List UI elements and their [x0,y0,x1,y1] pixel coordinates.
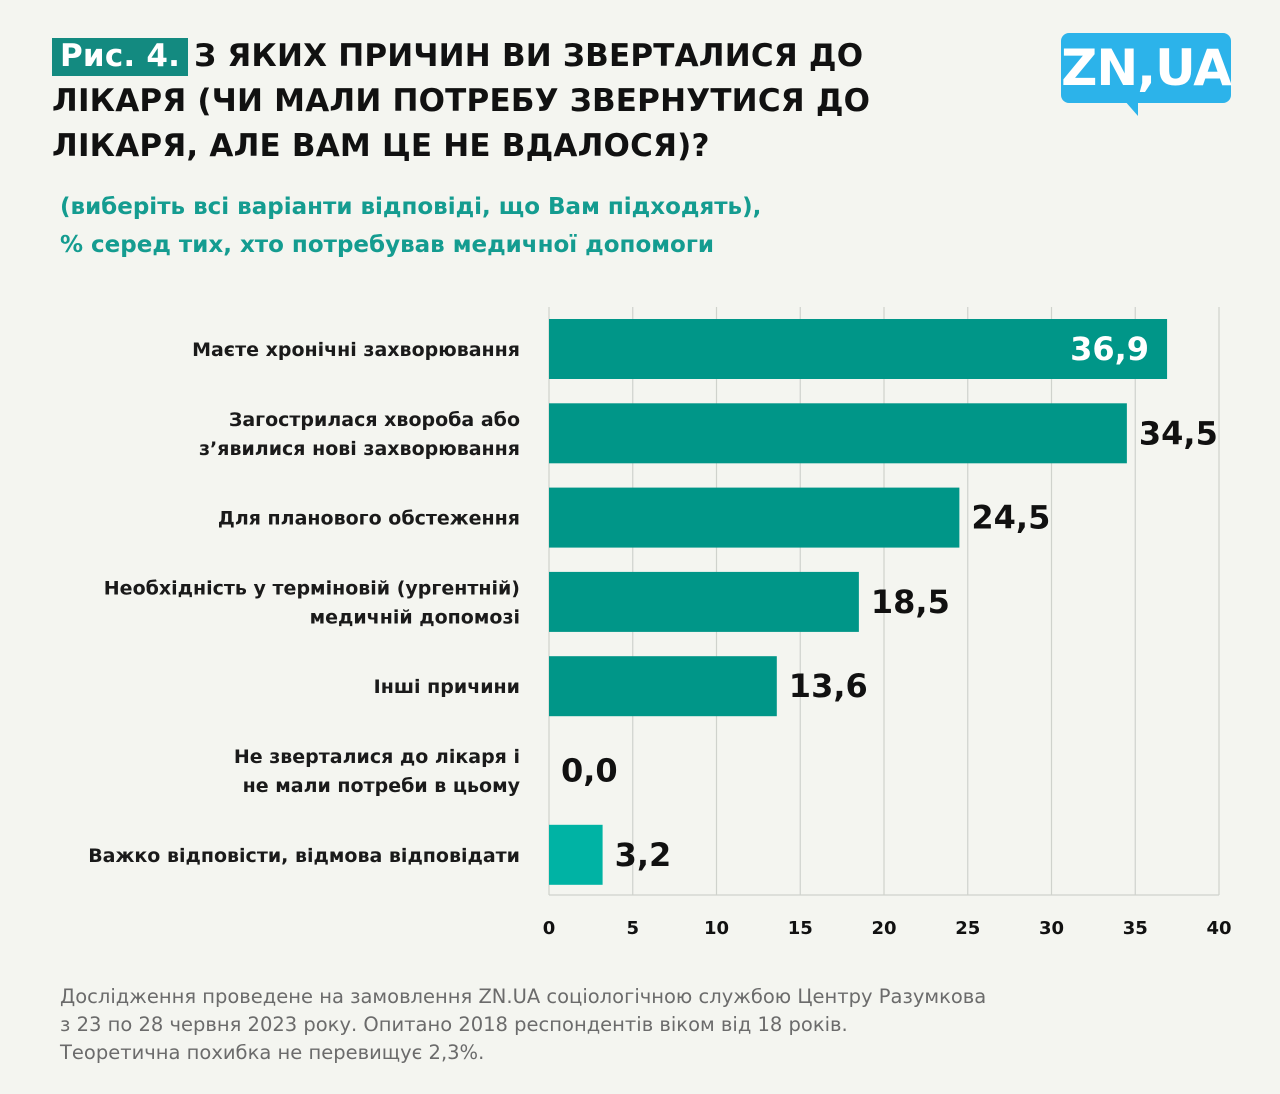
category-label: з’явилися нові захворювання [199,438,520,460]
category-label: медичній допомозі [310,606,520,628]
bar-1 [549,403,1127,464]
subtitle-line-2: % серед тих, хто потребував медичної доп… [60,232,714,258]
category-label: не мали потреби в цьому [243,775,521,797]
value-label: 18,5 [871,583,950,621]
x-tick-label: 40 [1206,918,1231,939]
note-line-2: з 23 по 28 червня 2023 року. Опитано 201… [60,1013,848,1036]
x-tick-label: 20 [871,918,896,939]
x-tick-label: 30 [1039,918,1064,939]
category-label: Важко відповісти, відмова відповідати [88,845,520,867]
category-label: Не зверталися до лікаря і [234,746,520,768]
chart-bars [549,319,1168,885]
x-tick-label: 0 [543,918,556,939]
x-tick-label: 35 [1123,918,1148,939]
bar-6 [549,824,603,885]
chart-labels: 0 5 10 15 20 25 30 35 40 Маєте хронічні захворюва… [88,330,1231,939]
category-label: Інші причини [374,676,520,698]
x-tick-label: 25 [955,918,980,939]
bar-2 [549,487,960,548]
x-tick-label: 5 [626,918,639,939]
category-label: Загострилася хвороба або [229,409,520,431]
note-line-1: Дослідження проведене на замовлення ZN.U… [60,985,987,1008]
bar-3 [549,571,859,632]
category-label: Маєте хронічні захворювання [192,339,520,361]
x-tick-label: 15 [788,918,813,939]
category-label: Для планового обстеження [218,508,520,530]
figure-badge: Рис. 4. [52,38,189,76]
chart-subtitle: (виберіть всі варіанти відповіді, що Вам… [60,188,960,264]
bar-chart: 0 5 10 15 20 25 30 35 40 Маєте хронічні захворюва… [88,307,1232,939]
value-label: 13,6 [789,667,868,705]
chart-title: Рис. 4. З ЯКИХ ПРИЧИН ВИ ЗВЕРТАЛИСЯ ДО ЛІ… [52,34,952,169]
chart-title-text: З ЯКИХ ПРИЧИН ВИ ЗВЕРТАЛИСЯ ДО ЛІКАРЯ (Ч… [52,38,871,164]
value-label: 3,2 [615,836,672,874]
category-label: Необхідність у терміновій (ургентній) [104,577,520,599]
subtitle-line-1: (виберіть всі варіанти відповіді, що Вам… [60,194,762,220]
bar-0 [549,319,1168,379]
bar-4 [549,656,777,717]
x-tick-label: 10 [704,918,729,939]
value-label: 34,5 [1139,414,1218,452]
value-label: 0,0 [561,752,618,790]
value-label: 36,9 [1070,330,1149,368]
zn-ua-logo: ZN,UA [1061,33,1232,103]
note-line-3: Теоретична похибка не перевищує 2,3%. [60,1041,485,1064]
methodology-note: Дослідження проведене на замовлення ZN.U… [60,983,1210,1067]
value-label: 24,5 [971,499,1050,537]
logo-speech-tail [1124,100,1138,116]
